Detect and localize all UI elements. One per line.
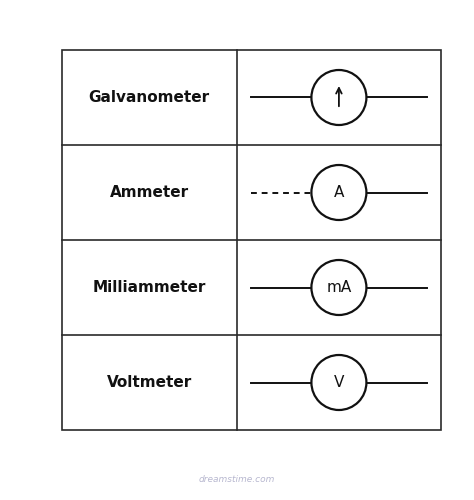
Text: dreamstime.com: dreamstime.com bbox=[199, 476, 275, 484]
Circle shape bbox=[311, 165, 366, 220]
Text: Voltmeter: Voltmeter bbox=[107, 375, 192, 390]
Text: V: V bbox=[334, 375, 344, 390]
Text: A: A bbox=[334, 185, 344, 200]
Text: Ammeter: Ammeter bbox=[110, 185, 189, 200]
Circle shape bbox=[311, 70, 366, 125]
Circle shape bbox=[311, 355, 366, 410]
Text: mA: mA bbox=[326, 280, 352, 295]
Circle shape bbox=[311, 260, 366, 315]
Text: Galvanometer: Galvanometer bbox=[89, 90, 210, 105]
Text: Milliammeter: Milliammeter bbox=[92, 280, 206, 295]
